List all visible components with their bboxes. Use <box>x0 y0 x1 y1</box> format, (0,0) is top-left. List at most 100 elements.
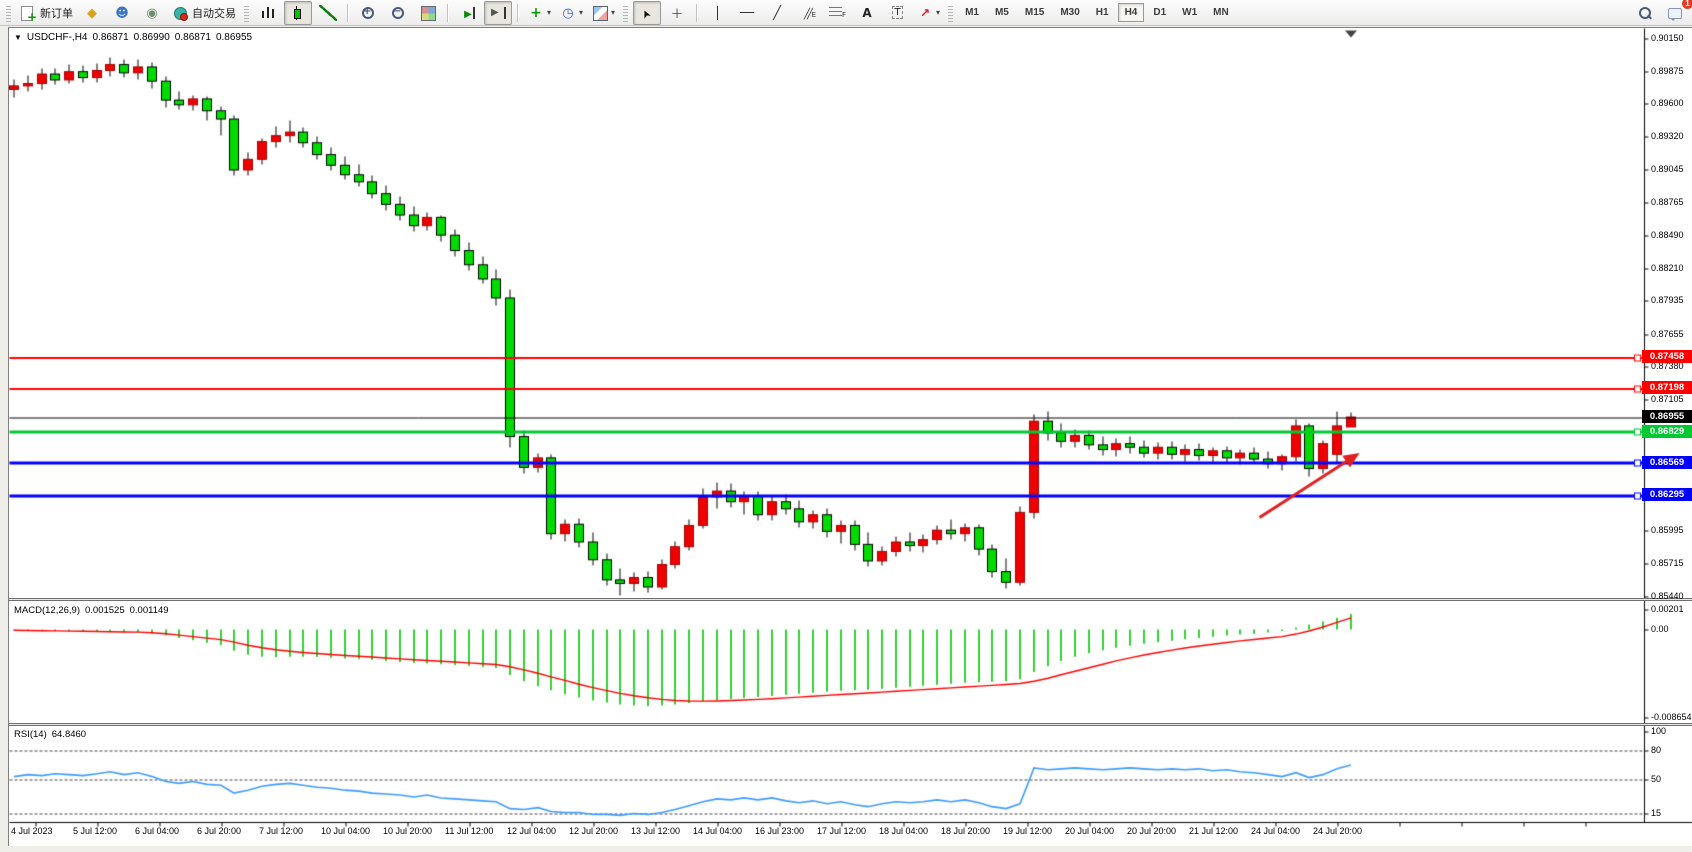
candlestick-icon <box>289 5 307 21</box>
time-axis-label: 4 Jul 2023 <box>11 826 53 836</box>
auto-scroll-button[interactable] <box>454 1 482 25</box>
pane-splitter-macd[interactable] <box>9 598 1692 601</box>
pane-splitter-rsi[interactable] <box>9 723 1692 726</box>
time-axis-label: 19 Jul 12:00 <box>1003 826 1053 836</box>
fibonacci-icon <box>828 4 847 23</box>
timeframe-h4[interactable]: H4 <box>1117 3 1145 22</box>
text-label-button[interactable] <box>883 1 911 25</box>
price-axis-label: 0.85440 <box>1651 590 1684 601</box>
time-axis-label: 6 Jul 04:00 <box>135 826 180 836</box>
crosshair-button[interactable] <box>663 1 691 25</box>
macd-indicator-name: MACD(12,26,9) <box>14 605 80 616</box>
tile-windows-button[interactable] <box>414 1 442 25</box>
time-axis-label: 16 Jul 23:00 <box>755 826 805 836</box>
price-tag: 0.86569 <box>1642 455 1692 469</box>
timeframe-m5[interactable]: M5 <box>994 7 1009 18</box>
price-axis-label: 0.88490 <box>1651 229 1684 240</box>
price-axis-label: 0.87105 <box>1651 393 1684 404</box>
chart-dropdown-icon[interactable]: ▼ <box>14 33 22 42</box>
price-axis-label: 0.88210 <box>1651 262 1684 273</box>
periods-icon <box>559 5 577 21</box>
toolbar-grip[interactable] <box>623 3 629 22</box>
macd-axis-label: 0.00201 <box>1651 603 1684 614</box>
chart-window[interactable]: ▼ USDCHF-,H4 0.86871 0.86990 0.86871 0.8… <box>8 27 1692 846</box>
fibonacci-button[interactable] <box>823 1 851 25</box>
text-button[interactable] <box>853 1 881 25</box>
price-tag: 0.87198 <box>1642 381 1692 395</box>
macd-main-value: 0.001525 <box>85 605 125 616</box>
trendline-icon <box>768 5 786 21</box>
time-axis-label: 12 Jul 04:00 <box>507 826 557 836</box>
chevron-down-icon[interactable]: ▾ <box>936 8 941 17</box>
toolbar-grip[interactable] <box>244 3 249 22</box>
new-order-icon <box>19 5 37 23</box>
rsi-current-value: 64.8460 <box>51 729 87 740</box>
crosshair-icon <box>668 5 686 21</box>
price-axis-label: 0.89875 <box>1651 65 1684 76</box>
time-axis-label: 6 Jul 20:00 <box>197 826 242 836</box>
search-icon <box>1636 5 1654 21</box>
new-order-button-label: 新订单 <box>40 7 73 20</box>
price-axis-label: 0.87935 <box>1651 295 1684 306</box>
chart-canvas[interactable] <box>9 28 1692 846</box>
indicators-button[interactable]: ▾ <box>524 1 554 25</box>
vertical-line-button[interactable] <box>703 1 731 25</box>
equidistant-channel-button[interactable] <box>793 1 821 25</box>
chevron-down-icon[interactable]: ▾ <box>579 8 584 17</box>
templates-button[interactable]: ▾ <box>588 1 618 25</box>
rsi-axis-label: 15 <box>1651 807 1662 818</box>
chevron-down-icon[interactable]: ▾ <box>611 8 616 17</box>
close-value: 0.86955 <box>215 32 253 43</box>
time-axis-label: 13 Jul 12:00 <box>631 826 681 836</box>
time-axis-label: 7 Jul 12:00 <box>259 826 304 836</box>
time-axis-label: 24 Jul 04:00 <box>1251 826 1301 836</box>
rsi-axis-label: 100 <box>1651 725 1667 736</box>
periods-button[interactable]: ▾ <box>556 1 586 25</box>
candlestick-button[interactable] <box>284 0 312 25</box>
signals-icon <box>143 5 161 21</box>
time-scale[interactable]: 4 Jul 2023 5 Jul 12:00 6 Jul 04:00 6 Jul 20… <box>9 823 1692 846</box>
time-axis-label: 20 Jul 04:00 <box>1065 826 1115 836</box>
rsi-indicator-name: RSI(14) <box>14 729 47 740</box>
autotrading-button[interactable]: 自动交易 <box>168 1 239 25</box>
macd-signal-value: 0.001149 <box>129 605 169 616</box>
arrows-button[interactable]: ▾ <box>913 1 943 25</box>
chart-shift-button[interactable] <box>484 0 512 25</box>
metaeditor-icon <box>83 5 101 21</box>
time-axis-label: 18 Jul 04:00 <box>879 826 929 836</box>
time-axis-label: 20 Jul 20:00 <box>1127 826 1177 836</box>
timeframe-h1[interactable]: H1 <box>1095 7 1109 18</box>
timeframe-m1[interactable]: M1 <box>965 7 979 18</box>
tile-windows-icon <box>419 5 437 21</box>
zoom-out-button[interactable] <box>384 1 412 25</box>
cursor-button[interactable] <box>633 0 662 25</box>
zoom-in-button[interactable] <box>354 1 382 25</box>
line-chart-button[interactable] <box>314 1 342 25</box>
price-axis-label: 0.90150 <box>1651 33 1684 43</box>
chevron-down-icon[interactable]: ▾ <box>547 8 552 17</box>
timeframe-m15[interactable]: M15 <box>1024 7 1045 18</box>
horizontal-line-button[interactable] <box>733 1 761 25</box>
search-button[interactable] <box>1631 1 1659 25</box>
metaeditor-button[interactable] <box>78 1 106 25</box>
timeframe-m30[interactable]: M30 <box>1060 7 1080 18</box>
timeframe-d1[interactable]: D1 <box>1153 7 1167 18</box>
bar-chart-button[interactable] <box>254 1 282 25</box>
timeframe-mn[interactable]: MN <box>1213 7 1229 18</box>
horizontal-line-icon <box>738 4 757 21</box>
chat-button[interactable]: 1 <box>1661 0 1692 25</box>
signals-button[interactable] <box>138 1 166 25</box>
new-order-button[interactable]: 新订单 <box>16 1 76 25</box>
toolbar-grip[interactable] <box>6 3 11 22</box>
time-axis-label: 18 Jul 20:00 <box>941 826 991 836</box>
time-axis-label: 11 Jul 12:00 <box>445 826 494 836</box>
price-axis-label: 0.88765 <box>1651 197 1684 208</box>
timeframe-w1[interactable]: W1 <box>1182 7 1198 18</box>
toolbar-grip[interactable] <box>948 3 954 22</box>
arrows-icon <box>916 5 934 21</box>
trendline-button[interactable] <box>763 1 791 25</box>
rsi-axis-label: 50 <box>1651 774 1662 784</box>
price-tag: 0.86829 <box>1642 424 1692 438</box>
open-value: 0.86871 <box>92 32 129 43</box>
community-button[interactable] <box>108 1 136 25</box>
